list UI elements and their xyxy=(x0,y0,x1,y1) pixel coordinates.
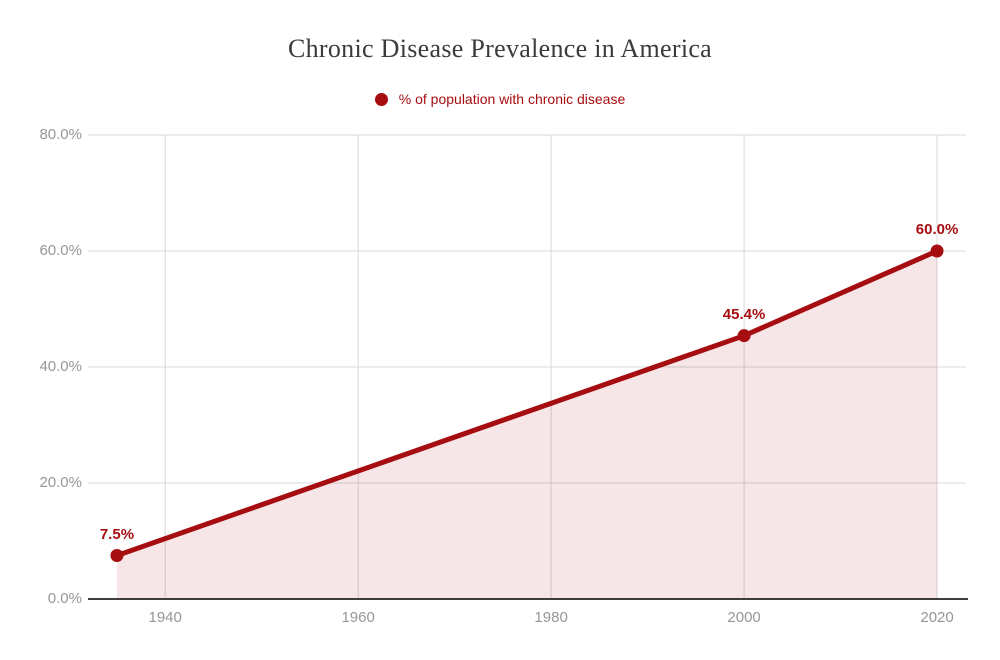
data-point-label: 7.5% xyxy=(99,525,135,543)
legend[interactable]: % of population with chronic disease xyxy=(0,90,1000,108)
legend-label: % of population with chronic disease xyxy=(398,91,626,107)
data-point-marker[interactable] xyxy=(930,244,944,258)
y-axis-tick-label: 60.0% xyxy=(39,242,82,259)
y-axis-tick-label: 0.0% xyxy=(47,590,82,607)
data-point-marker[interactable] xyxy=(110,549,124,562)
y-axis-tick-label: 80.0% xyxy=(39,126,82,143)
data-point-label: 45.4% xyxy=(722,305,766,323)
legend-circle-icon xyxy=(374,92,388,106)
x-axis-tick-label: 2020 xyxy=(920,609,954,626)
x-axis-tick-label: 1940 xyxy=(148,609,182,626)
chart-title: Chronic Disease Prevalence in America xyxy=(287,34,713,63)
x-axis-tick-label: 1960 xyxy=(341,609,375,626)
data-point-marker[interactable] xyxy=(737,329,751,343)
x-axis-tick-label: 2000 xyxy=(727,609,761,626)
y-axis-tick-label: 20.0% xyxy=(39,474,82,491)
data-point-label: 60.0% xyxy=(915,221,959,238)
y-axis-tick-label: 40.0% xyxy=(39,358,82,375)
x-axis-tick-label: 1980 xyxy=(534,609,568,626)
series-area-fill xyxy=(116,251,938,598)
